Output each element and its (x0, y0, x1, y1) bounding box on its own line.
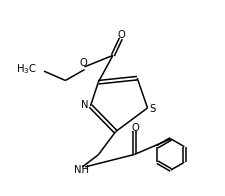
Text: O: O (80, 58, 87, 68)
Text: N: N (81, 100, 89, 110)
Text: NH: NH (74, 165, 89, 175)
Text: O: O (131, 122, 139, 132)
Text: O: O (118, 30, 125, 40)
Text: H$_3$C: H$_3$C (16, 62, 37, 76)
Text: S: S (150, 103, 156, 113)
